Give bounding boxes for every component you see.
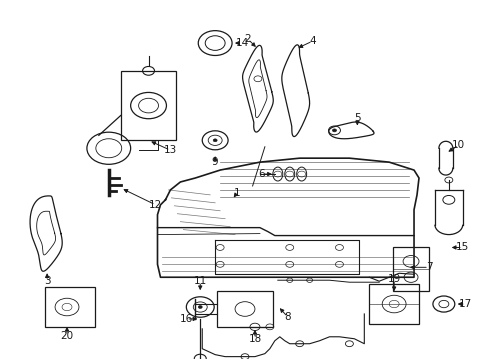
Text: 18: 18 [248,334,261,344]
Text: 9: 9 [211,157,218,167]
Text: 3: 3 [44,276,50,286]
Text: 8: 8 [284,312,290,322]
Bar [121,71,176,140]
Text: 16: 16 [179,314,193,324]
Text: 6: 6 [258,169,264,179]
Text: 2: 2 [244,34,251,44]
Text: 14: 14 [235,38,248,48]
Text: 11: 11 [193,276,206,286]
Bar [392,247,428,291]
Circle shape [332,129,336,132]
Text: 15: 15 [455,243,468,252]
Text: 10: 10 [451,140,465,150]
Bar [217,291,272,327]
Text: 13: 13 [163,145,177,155]
Bar [368,284,418,324]
Text: 20: 20 [61,331,73,341]
Bar [45,287,95,327]
Text: 19: 19 [386,274,400,284]
Text: 17: 17 [458,299,471,309]
Text: 7: 7 [425,262,431,272]
Circle shape [213,139,217,142]
Text: 1: 1 [233,188,240,198]
Text: 4: 4 [309,36,315,46]
Circle shape [198,306,202,309]
Text: 5: 5 [353,113,360,123]
Text: 12: 12 [148,200,162,210]
